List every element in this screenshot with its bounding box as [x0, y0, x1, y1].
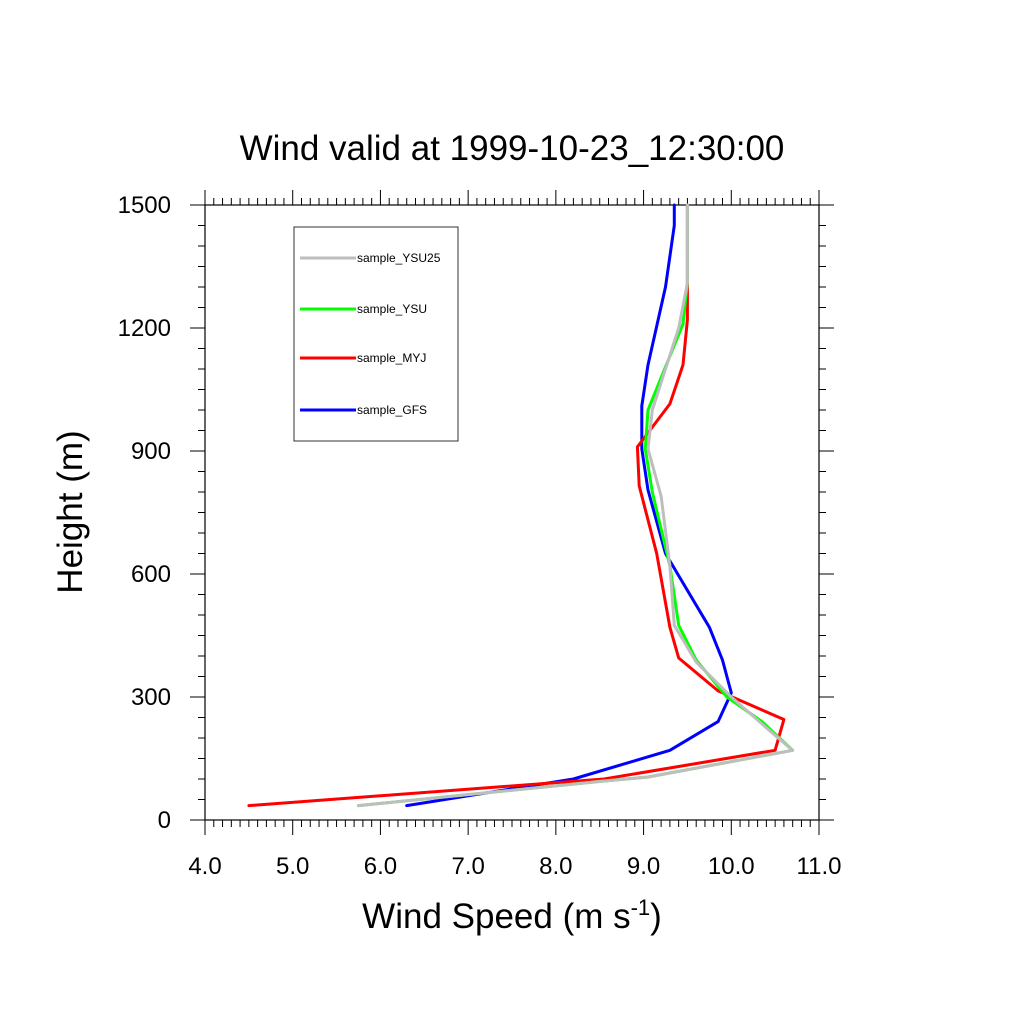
y-tick-label: 300: [131, 684, 171, 711]
x-tick-label: 5.0: [276, 853, 309, 880]
x-tick-label: 11.0: [797, 853, 842, 880]
x-tick-label: 7.0: [451, 853, 484, 880]
legend-label: sample_YSU: [357, 302, 427, 316]
y-tick-label: 1500: [118, 192, 171, 219]
legend: sample_YSU25 sample_YSU sample_MYJ sample_G…: [293, 226, 459, 442]
series-line-sample-gfs: [405, 203, 733, 808]
y-axis-label: Height (m): [51, 430, 90, 593]
tick-labels: 4.0 5.0 6.0 7.0 8.0 9.0 10.0 11.0 0 300 600 900 1200…: [118, 192, 842, 880]
x-axis-label-end: ): [650, 897, 662, 936]
x-tick-label: 6.0: [364, 853, 397, 880]
x-axis-label-superscript: -1: [631, 895, 651, 920]
x-tick-label: 8.0: [539, 853, 572, 880]
y-tick-label: 1200: [118, 315, 171, 342]
y-tick-label: 0: [158, 807, 171, 834]
x-axis-label: Wind Speed (m s-1): [362, 895, 662, 936]
series-lines: [247, 203, 795, 808]
x-tick-label: 4.0: [188, 853, 221, 880]
legend-label: sample_YSU25: [357, 251, 441, 265]
legend-label: sample_GFS: [357, 403, 427, 417]
x-axis-label-text: Wind Speed (m s: [362, 897, 630, 936]
x-tick-label: 9.0: [627, 853, 660, 880]
y-tick-label: 600: [131, 561, 171, 588]
axis-ticks: [190, 190, 834, 835]
legend-label: sample_MYJ: [357, 351, 426, 365]
series-line-sample-myj: [247, 203, 786, 808]
y-tick-label: 900: [131, 438, 171, 465]
chart-title: Wind valid at 1999-10-23_12:30:00: [240, 129, 785, 168]
legend-box: [293, 226, 459, 442]
x-tick-label: 10.0: [708, 853, 755, 880]
series-line-sample-ysu25: [357, 203, 795, 808]
